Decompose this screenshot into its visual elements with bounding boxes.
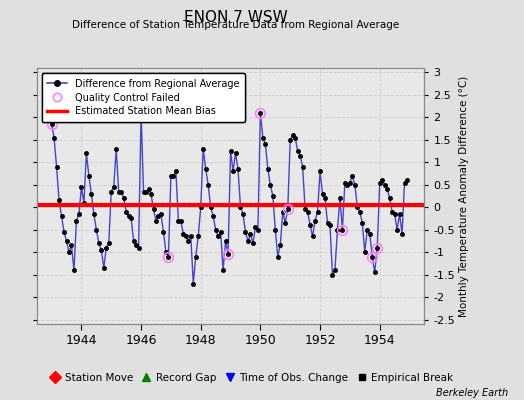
Text: ENON 7 WSW: ENON 7 WSW [184,10,288,25]
Legend: Station Move, Record Gap, Time of Obs. Change, Empirical Break: Station Move, Record Gap, Time of Obs. C… [47,370,456,386]
Legend: Difference from Regional Average, Quality Control Failed, Estimated Station Mean: Difference from Regional Average, Qualit… [41,73,245,122]
Text: Berkeley Earth: Berkeley Earth [436,388,508,398]
Text: Difference of Station Temperature Data from Regional Average: Difference of Station Temperature Data f… [72,20,399,30]
Y-axis label: Monthly Temperature Anomaly Difference (°C): Monthly Temperature Anomaly Difference (… [460,75,470,317]
